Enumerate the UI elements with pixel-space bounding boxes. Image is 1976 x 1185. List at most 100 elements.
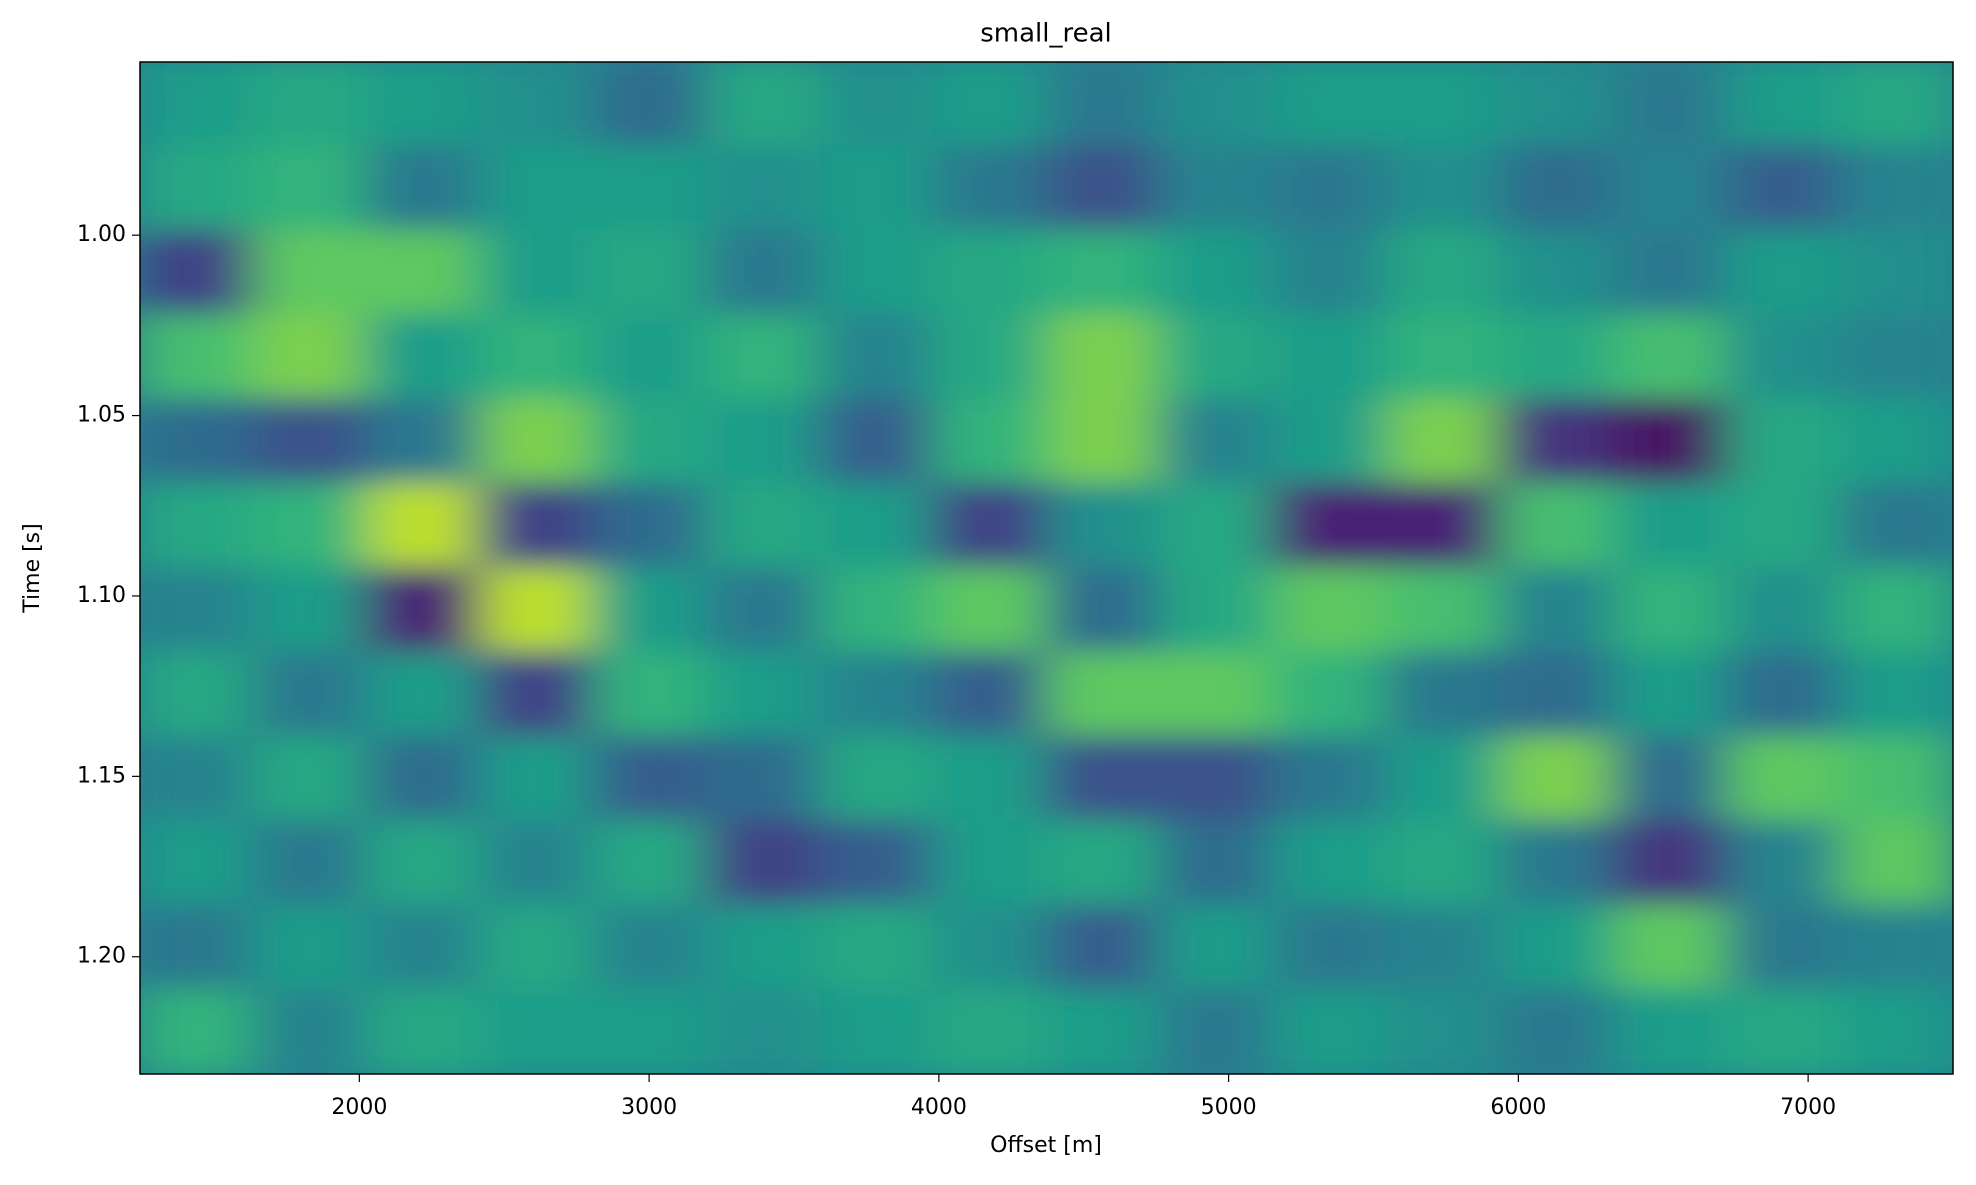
heatmap-cell bbox=[1272, 567, 1388, 654]
heatmap-cell bbox=[252, 398, 368, 485]
heatmap-cell bbox=[932, 735, 1048, 822]
heatmap-cell bbox=[592, 314, 708, 401]
x-tick-label: 6000 bbox=[1490, 1095, 1546, 1120]
heatmap-cell bbox=[1498, 988, 1615, 1074]
heatmap-cell bbox=[705, 62, 821, 148]
heatmap-cell bbox=[1498, 482, 1615, 569]
heatmap-cell bbox=[252, 988, 368, 1074]
y-axis-label: Time [s] bbox=[20, 523, 45, 613]
heatmap-cell bbox=[140, 62, 255, 148]
heatmap-cell bbox=[1725, 314, 1841, 401]
heatmap-cell bbox=[1272, 651, 1388, 738]
heatmap-cell bbox=[1838, 904, 1953, 991]
heatmap-cell bbox=[705, 904, 821, 991]
heatmap-cell bbox=[1045, 398, 1161, 485]
heatmap-cell bbox=[1272, 735, 1388, 822]
x-tick-label: 3000 bbox=[621, 1095, 677, 1120]
heatmap-cell bbox=[592, 567, 708, 654]
heatmap-cell bbox=[1045, 567, 1161, 654]
heatmap-cell bbox=[932, 567, 1048, 654]
heatmap-cell bbox=[1385, 314, 1501, 401]
heatmap-cell bbox=[1045, 314, 1161, 401]
heatmap-cell bbox=[818, 988, 935, 1074]
heatmap-cell bbox=[1498, 314, 1615, 401]
heatmap-cell bbox=[365, 145, 481, 232]
heatmap-cell bbox=[1612, 651, 1728, 738]
heatmap-cell bbox=[818, 735, 935, 822]
heatmap-cell bbox=[592, 145, 708, 232]
heatmap-cell bbox=[1272, 820, 1388, 907]
heatmap-cell bbox=[365, 314, 481, 401]
heatmap-cell bbox=[592, 62, 708, 148]
heatmap-cell bbox=[140, 735, 255, 822]
heatmap-cell bbox=[365, 988, 481, 1074]
heatmap-cell bbox=[592, 735, 708, 822]
heatmap-cell bbox=[1045, 904, 1161, 991]
heatmap-cell bbox=[1498, 145, 1615, 232]
x-tick-label: 7000 bbox=[1780, 1095, 1836, 1120]
heatmap-cell bbox=[818, 482, 935, 569]
heatmap-cell bbox=[1725, 735, 1841, 822]
heatmap-cell bbox=[1385, 904, 1501, 991]
heatmap-cell bbox=[1272, 482, 1388, 569]
heatmap-cell bbox=[1612, 145, 1728, 232]
heatmap-cell bbox=[705, 314, 821, 401]
heatmap-cell bbox=[1158, 567, 1275, 654]
heatmap-cell bbox=[1045, 62, 1161, 148]
heatmap-cell bbox=[140, 229, 255, 316]
heatmap-cell bbox=[140, 651, 255, 738]
heatmap-cell bbox=[1385, 145, 1501, 232]
heatmap-cell bbox=[1612, 229, 1728, 316]
heatmap-cell bbox=[1385, 651, 1501, 738]
heatmap-cell bbox=[478, 651, 595, 738]
heatmap-cell bbox=[818, 62, 935, 148]
heatmap-cell bbox=[1612, 482, 1728, 569]
heatmap-cell bbox=[365, 398, 481, 485]
heatmap-cell bbox=[1612, 567, 1728, 654]
heatmap-cell bbox=[1725, 651, 1841, 738]
heatmap-cell bbox=[1838, 229, 1953, 316]
x-tick-label: 5000 bbox=[1201, 1095, 1257, 1120]
heatmap-cell bbox=[478, 145, 595, 232]
heatmap-cell bbox=[1725, 988, 1841, 1074]
heatmap-cell bbox=[1158, 229, 1275, 316]
heatmap-cell bbox=[1838, 62, 1953, 148]
heatmap-cell bbox=[1725, 229, 1841, 316]
heatmap-cell bbox=[1838, 567, 1953, 654]
heatmap-cell bbox=[705, 145, 821, 232]
heatmap-cell bbox=[818, 145, 935, 232]
heatmap-cell bbox=[252, 567, 368, 654]
heatmap-cell bbox=[1158, 904, 1275, 991]
heatmap-cell bbox=[1272, 229, 1388, 316]
heatmap-cell bbox=[252, 482, 368, 569]
heatmap-cell bbox=[140, 988, 255, 1074]
heatmap-cell bbox=[592, 482, 708, 569]
heatmap-cell bbox=[705, 820, 821, 907]
heatmap-cell bbox=[1725, 567, 1841, 654]
heatmap-cell bbox=[365, 820, 481, 907]
heatmap-cell bbox=[1838, 735, 1953, 822]
heatmap-cell bbox=[705, 567, 821, 654]
heatmap-cell bbox=[478, 314, 595, 401]
heatmap-cell bbox=[365, 482, 481, 569]
heatmap-cell bbox=[932, 820, 1048, 907]
heatmap-cell bbox=[1725, 145, 1841, 232]
heatmap-cell bbox=[1612, 820, 1728, 907]
heatmap-cell bbox=[1158, 398, 1275, 485]
heatmap-cell bbox=[1045, 229, 1161, 316]
heatmap-cell bbox=[818, 820, 935, 907]
heatmap-cell bbox=[818, 651, 935, 738]
heatmap-cell bbox=[1725, 904, 1841, 991]
heatmap-cell bbox=[1498, 904, 1615, 991]
heatmap-cell bbox=[818, 567, 935, 654]
heatmap-cell bbox=[478, 988, 595, 1074]
heatmap-cell bbox=[705, 229, 821, 316]
heatmap-cell bbox=[140, 314, 255, 401]
heatmap-cell bbox=[1385, 820, 1501, 907]
heatmap-cell bbox=[1725, 482, 1841, 569]
heatmap-cell bbox=[140, 904, 255, 991]
heatmap-cell bbox=[1612, 904, 1728, 991]
heatmap-cell bbox=[1158, 988, 1275, 1074]
heatmap-cell bbox=[1498, 398, 1615, 485]
